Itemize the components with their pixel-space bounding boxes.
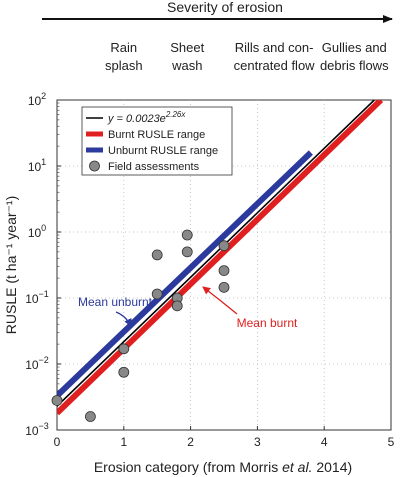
mean-burnt-arrow [202, 286, 238, 315]
series-lines [57, 100, 384, 416]
legend-box [81, 106, 233, 176]
severity-category-labels: Rain splash Sheet wash Rills and con-centrat… [105, 40, 389, 73]
legend-label-3: Field assessments [108, 161, 200, 173]
field-point [218, 265, 230, 277]
mean-unburnt-arrow [115, 311, 132, 327]
field-point [118, 366, 130, 378]
severity-category-2: Rills and con-centrated flow [234, 40, 316, 73]
x-tick-label: 5 [388, 435, 395, 449]
field-point [51, 395, 63, 406]
field-point [181, 229, 193, 241]
field-assessment-points [51, 229, 230, 422]
mean-burnt-label: Mean burnt [237, 316, 298, 330]
x-tick-label: 3 [254, 435, 261, 449]
x-tick-label: 1 [120, 435, 127, 449]
x-axis-label: Erosion category (from Morris et al. 201… [94, 459, 352, 475]
legend-label-2: Unburnt RUSLE range [108, 145, 218, 157]
y-tick-label: 10−2 [25, 355, 49, 372]
y-axis-label: RUSLE (t ha⁻¹ year⁻¹) [3, 196, 19, 334]
field-point [151, 249, 163, 261]
legend-label-1: Burnt RUSLE range [108, 129, 205, 141]
severity-category-0: Rain splash [105, 40, 143, 73]
axes: 0 1 2 3 4 5 10−3 10−2 10−1 100 101 102 [25, 91, 394, 449]
x-tick-label: 0 [54, 435, 61, 449]
severity-category-1: Sheet wash [170, 40, 204, 73]
severity-category-3: Gullies and debris flows [320, 40, 389, 73]
severity-title: Severity of erosion [167, 0, 283, 15]
legend-label-0: y = 0.0023e2.26x [107, 110, 186, 125]
series-line-2 [57, 100, 375, 407]
x-tick-label: 2 [187, 435, 194, 449]
legend-swatch-marker [89, 160, 100, 172]
field-point [85, 411, 96, 422]
field-point [151, 288, 163, 300]
y-tick-label: 100 [28, 223, 46, 240]
y-tick-label: 101 [28, 157, 46, 174]
field-point [171, 300, 183, 312]
annotations: Mean unburnt Mean burnt [78, 286, 298, 330]
series-line-1 [57, 100, 384, 416]
mean-unburnt-label: Mean unburnt [78, 295, 153, 309]
field-point [218, 240, 230, 252]
legend: y = 0.0023e2.26x Burnt RUSLE range Unburnt… [81, 106, 233, 176]
field-point [218, 281, 230, 293]
series-line-0 [57, 150, 313, 398]
field-point [118, 343, 130, 355]
y-tick-label: 10−3 [25, 421, 49, 438]
y-tick-label: 102 [28, 91, 46, 108]
field-point [181, 246, 193, 258]
x-tick-label: 4 [321, 435, 328, 449]
y-tick-label: 10−1 [25, 289, 49, 306]
